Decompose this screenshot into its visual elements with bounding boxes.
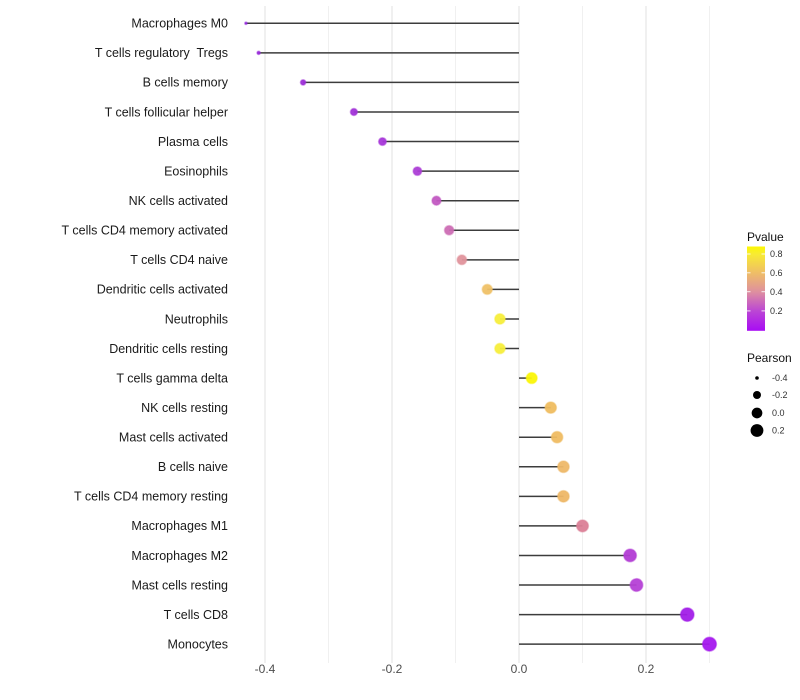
pvalue-tick-label: 0.4 bbox=[770, 287, 783, 297]
category-label: T cells CD8 bbox=[164, 608, 228, 622]
category-label: Dendritic cells activated bbox=[97, 283, 228, 297]
category-label: Monocytes bbox=[168, 637, 228, 651]
category-label: T cells follicular helper bbox=[105, 105, 228, 119]
pvalue-tick-label: 0.2 bbox=[770, 306, 783, 316]
category-label: Plasma cells bbox=[158, 135, 228, 149]
pearson-legend-label: -0.4 bbox=[772, 373, 788, 383]
category-label: Macrophages M0 bbox=[131, 17, 228, 31]
data-point bbox=[629, 577, 644, 593]
pvalue-tick-label: 0.8 bbox=[770, 249, 783, 259]
data-point bbox=[443, 224, 455, 236]
data-point bbox=[556, 489, 570, 503]
category-label: Eosinophils bbox=[164, 164, 228, 178]
x-tick-label: 0.2 bbox=[638, 662, 655, 676]
data-point bbox=[494, 313, 506, 325]
data-point bbox=[623, 548, 638, 563]
gridlines bbox=[264, 6, 710, 663]
pearson-legend-dot bbox=[750, 424, 764, 437]
category-label: Mast cells resting bbox=[131, 578, 228, 592]
stems bbox=[245, 22, 710, 645]
pvalue-tick-label: 0.6 bbox=[770, 268, 783, 278]
data-point bbox=[349, 107, 359, 117]
data-point bbox=[431, 195, 442, 206]
data-point bbox=[299, 79, 307, 86]
category-label: T cells CD4 memory activated bbox=[62, 224, 229, 238]
data-point bbox=[544, 401, 558, 415]
data-point bbox=[412, 166, 423, 177]
pvalue-colorbar-ticks bbox=[747, 253, 765, 312]
pvalue-tick-labels: 0.8 0.6 0.4 0.2 bbox=[770, 249, 783, 316]
data-point bbox=[456, 254, 468, 266]
pearson-legend-label: 0.2 bbox=[772, 426, 785, 436]
category-label: NK cells resting bbox=[141, 401, 228, 415]
pearson-legend-label: -0.2 bbox=[772, 390, 788, 400]
category-label: NK cells activated bbox=[129, 194, 228, 208]
pearson-legend-dot bbox=[753, 391, 761, 399]
data-point bbox=[550, 430, 564, 444]
category-label: Neutrophils bbox=[165, 312, 228, 326]
category-label: Macrophages M2 bbox=[131, 549, 228, 563]
data-point bbox=[525, 371, 538, 385]
data-point bbox=[244, 21, 248, 26]
category-label: T cells regulatory Tregs bbox=[95, 46, 228, 60]
pvalue-legend-title: Pvalue bbox=[747, 230, 784, 244]
data-point bbox=[575, 519, 590, 533]
x-axis-tick-labels: -0.4 -0.2 0.0 0.2 bbox=[255, 662, 655, 676]
category-label: Mast cells activated bbox=[119, 431, 228, 445]
data-point bbox=[377, 136, 388, 147]
legend-pvalue: Pvalue 0.8 0.6 0.4 0.2 bbox=[747, 230, 784, 331]
x-tick-label: -0.2 bbox=[382, 662, 403, 676]
category-label: T cells gamma delta bbox=[116, 371, 228, 385]
x-tick-label: 0.0 bbox=[511, 662, 528, 676]
category-labels: Macrophages M0 T cells regulatory Tregs B … bbox=[62, 17, 229, 652]
category-label: T cells CD4 naive bbox=[130, 253, 228, 267]
category-label: Dendritic cells resting bbox=[109, 342, 228, 356]
pearson-legend-items: -0.4 -0.2 0.0 0.2 bbox=[750, 373, 788, 437]
category-label: B cells memory bbox=[143, 76, 229, 90]
data-point bbox=[556, 460, 570, 474]
data-point bbox=[256, 50, 262, 56]
pearson-legend-dot bbox=[755, 376, 759, 380]
pearson-legend-label: 0.0 bbox=[772, 408, 785, 418]
category-label: B cells naive bbox=[158, 460, 228, 474]
category-label: Macrophages M1 bbox=[131, 519, 228, 533]
data-point bbox=[494, 342, 506, 355]
data-point bbox=[481, 283, 494, 296]
data-point bbox=[701, 636, 718, 652]
category-label: T cells CD4 memory resting bbox=[74, 490, 228, 504]
legend-pearson: Pearson -0.4 -0.2 0.0 0.2 bbox=[747, 351, 792, 437]
data-point bbox=[679, 607, 695, 623]
pearson-legend-dot bbox=[751, 407, 763, 419]
data-points bbox=[244, 21, 718, 652]
pvalue-colorbar bbox=[747, 246, 765, 331]
x-tick-label: -0.4 bbox=[255, 662, 276, 676]
pearson-legend-title: Pearson bbox=[747, 351, 792, 365]
